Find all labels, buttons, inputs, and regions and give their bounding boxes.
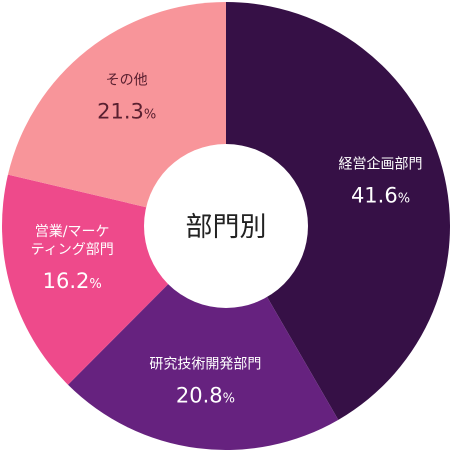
slice-3-label-line-0: その他 xyxy=(106,73,148,89)
center-label: 部門別 xyxy=(186,212,267,243)
slice-1-label-line-0: 研究技術開発部門 xyxy=(149,357,261,373)
slice-0-label-line-0: 経営企画部門 xyxy=(339,155,423,172)
slice-2-label-line-0: 営業/マーケ xyxy=(35,224,110,240)
slice-1-unit: % xyxy=(223,392,235,407)
slice-2-label-line-1: ティング部門 xyxy=(31,242,114,258)
slice-3-unit: % xyxy=(144,108,156,123)
slice-2-unit: % xyxy=(89,277,101,292)
slice-0-unit: % xyxy=(398,191,410,206)
